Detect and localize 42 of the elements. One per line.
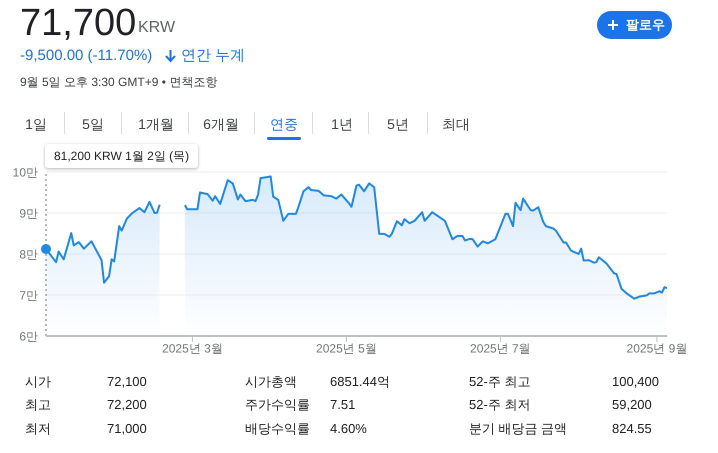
text: 배당수익률 — [245, 421, 310, 437]
x-tick-label: 2025년 9월 — [626, 342, 688, 356]
text: 824.55 — [612, 421, 652, 437]
y-tick-label: 8만 — [19, 247, 38, 262]
text: 100,400 — [612, 374, 659, 390]
x-tick-label: 2025년 5월 — [316, 342, 377, 356]
text: 최고 — [25, 397, 51, 413]
text: 연간 누계 — [181, 47, 246, 64]
text: 1개월 — [138, 116, 174, 132]
text: 71,000 — [107, 421, 147, 437]
text: 6851.44억 — [330, 374, 390, 390]
y-tick-label: 9만 — [19, 206, 38, 220]
text: 시가 — [25, 374, 51, 390]
text: 분기 배당금 금액 — [469, 421, 568, 437]
text: 주가수익률 — [245, 397, 310, 413]
y-tick-label: 10만 — [12, 165, 38, 180]
y-tick-label: 7만 — [19, 288, 38, 302]
text: 1년 — [331, 116, 353, 132]
text: -9,500.00 (-11.70%) — [20, 47, 152, 64]
chart-title: 71,700 — [20, 2, 136, 46]
tooltip-box: 81,200 KRW 1월 2일 (목) — [45, 144, 198, 168]
text: 6개월 — [203, 116, 239, 132]
text: 7.51 — [330, 397, 356, 413]
text: 72,100 — [107, 374, 147, 390]
y-tick-label: 6만 — [19, 329, 38, 344]
text: 5년 — [387, 116, 409, 132]
text: 5일 — [82, 116, 104, 132]
text: 연중 — [270, 116, 298, 132]
text: 최저 — [25, 421, 51, 437]
text: KRW — [138, 19, 176, 38]
follow-button: 팔로우 — [597, 11, 672, 39]
text: 52-주 최저 — [469, 397, 530, 413]
text: 72,200 — [107, 397, 147, 413]
text: 52-주 최고 — [469, 374, 530, 390]
text: 4.60% — [330, 421, 367, 437]
text: 9월 5일 오후 3:30 GMT+9 • 면책조항 — [20, 75, 218, 90]
text: 시가총액 — [245, 374, 297, 390]
x-tick-label: 2025년 3월 — [162, 342, 223, 356]
text: 1일 — [25, 116, 47, 132]
text: 최대 — [442, 116, 470, 132]
x-tick-label: 2025년 7월 — [470, 342, 531, 356]
text: 59,200 — [612, 397, 652, 413]
